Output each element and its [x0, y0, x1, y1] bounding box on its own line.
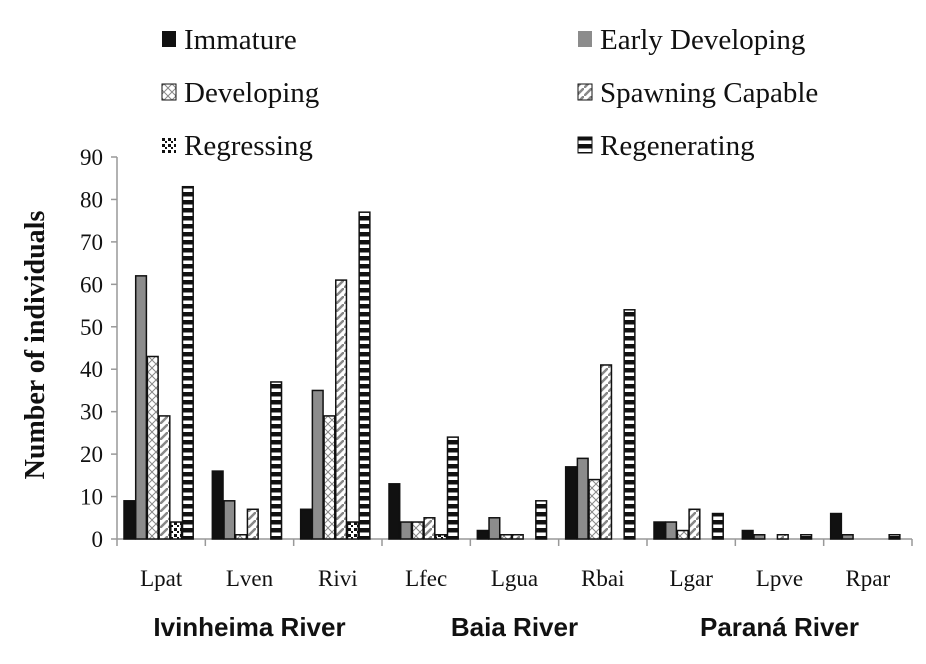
- bar-developing: [676, 529, 689, 540]
- group-label: Baia River: [451, 612, 578, 642]
- bar-regenerating: [446, 436, 459, 540]
- x-tick-label: Lpve: [756, 566, 803, 591]
- legend-swatch: [162, 31, 176, 47]
- bar-immature: [653, 521, 666, 540]
- bar-regenerating: [358, 211, 371, 540]
- bar-regressing: [346, 521, 359, 540]
- legend-label: Immature: [184, 24, 297, 56]
- bar-immature: [123, 500, 136, 540]
- bar-spawning-capable: [511, 534, 524, 540]
- x-tick-label: Lfec: [405, 566, 447, 591]
- bar-developing: [323, 415, 336, 540]
- bar-developing: [588, 478, 601, 540]
- bar-early-developing: [311, 389, 324, 540]
- bar-early-developing: [399, 521, 413, 540]
- x-tick-label: Rpar: [845, 566, 890, 591]
- y-tick-label: 40: [80, 357, 103, 382]
- x-tick-label: Lven: [226, 566, 274, 591]
- y-tick-label: 90: [80, 145, 103, 170]
- x-tick-label: Lgua: [491, 566, 538, 591]
- bar-spawning-capable: [600, 364, 613, 540]
- bar-regenerating: [623, 309, 636, 540]
- y-tick-label: 30: [80, 400, 103, 425]
- legend-swatch: [162, 137, 176, 153]
- legend-swatch: [578, 31, 592, 47]
- bar-developing: [411, 521, 424, 540]
- legend-swatch: [577, 136, 593, 154]
- bar-developing: [234, 534, 248, 540]
- bar-developing: [499, 534, 513, 540]
- y-tick-label: 20: [80, 442, 103, 467]
- bar-spawning-capable: [776, 534, 789, 540]
- legend-label: Spawning Capable: [600, 77, 818, 109]
- bar-regressing: [170, 521, 183, 540]
- bar-early-developing: [753, 534, 766, 540]
- bar-immature: [388, 483, 401, 540]
- bar-early-developing: [576, 457, 589, 540]
- bar-regenerating: [888, 534, 901, 540]
- x-tick-label: Lpat: [140, 566, 183, 591]
- bar-regenerating: [711, 512, 724, 540]
- legend-label: Developing: [184, 77, 319, 109]
- bar-spawning-capable: [246, 508, 259, 540]
- bar-immature: [211, 470, 224, 540]
- bar-spawning-capable: [688, 508, 701, 540]
- bar-immature: [741, 529, 754, 540]
- bar-regressing: [435, 534, 448, 540]
- legend-label: Regressing: [184, 130, 313, 162]
- x-tick-label: Rbai: [581, 566, 624, 591]
- bar-spawning-capable: [335, 279, 348, 540]
- y-tick-label: 10: [80, 485, 103, 510]
- legend-label: Early Developing: [600, 24, 805, 56]
- bar-developing: [146, 355, 159, 540]
- legend-label: Regenerating: [600, 130, 755, 162]
- y-tick-label: 0: [92, 527, 104, 552]
- bar-early-developing: [664, 521, 678, 540]
- y-tick-label: 50: [80, 315, 103, 340]
- bar-spawning-capable: [158, 415, 171, 540]
- y-tick-label: 70: [80, 230, 103, 255]
- legend-swatch: [577, 83, 593, 101]
- legend-swatch: [161, 83, 177, 101]
- y-axis-label: Number of individuals: [20, 211, 51, 480]
- bar-immature: [476, 529, 489, 540]
- bar-immature: [299, 508, 313, 540]
- bar-early-developing: [841, 534, 854, 540]
- y-tick-label: 80: [80, 187, 103, 212]
- bar-regenerating: [800, 534, 813, 540]
- bar-early-developing: [223, 500, 236, 540]
- bar-early-developing: [134, 275, 148, 540]
- group-label: Ivinheima River: [153, 612, 345, 642]
- bar-early-developing: [488, 517, 501, 540]
- bar-regenerating: [270, 381, 283, 540]
- x-tick-label: Rivi: [318, 566, 358, 591]
- x-tick-label: Lgar: [669, 566, 713, 591]
- bar-regenerating: [181, 185, 194, 540]
- bar-immature: [829, 512, 843, 540]
- y-tick-label: 60: [80, 272, 103, 297]
- bar-immature: [564, 466, 578, 540]
- bar-regenerating: [535, 500, 548, 540]
- group-label: Paraná River: [700, 612, 859, 642]
- bar-spawning-capable: [423, 517, 436, 540]
